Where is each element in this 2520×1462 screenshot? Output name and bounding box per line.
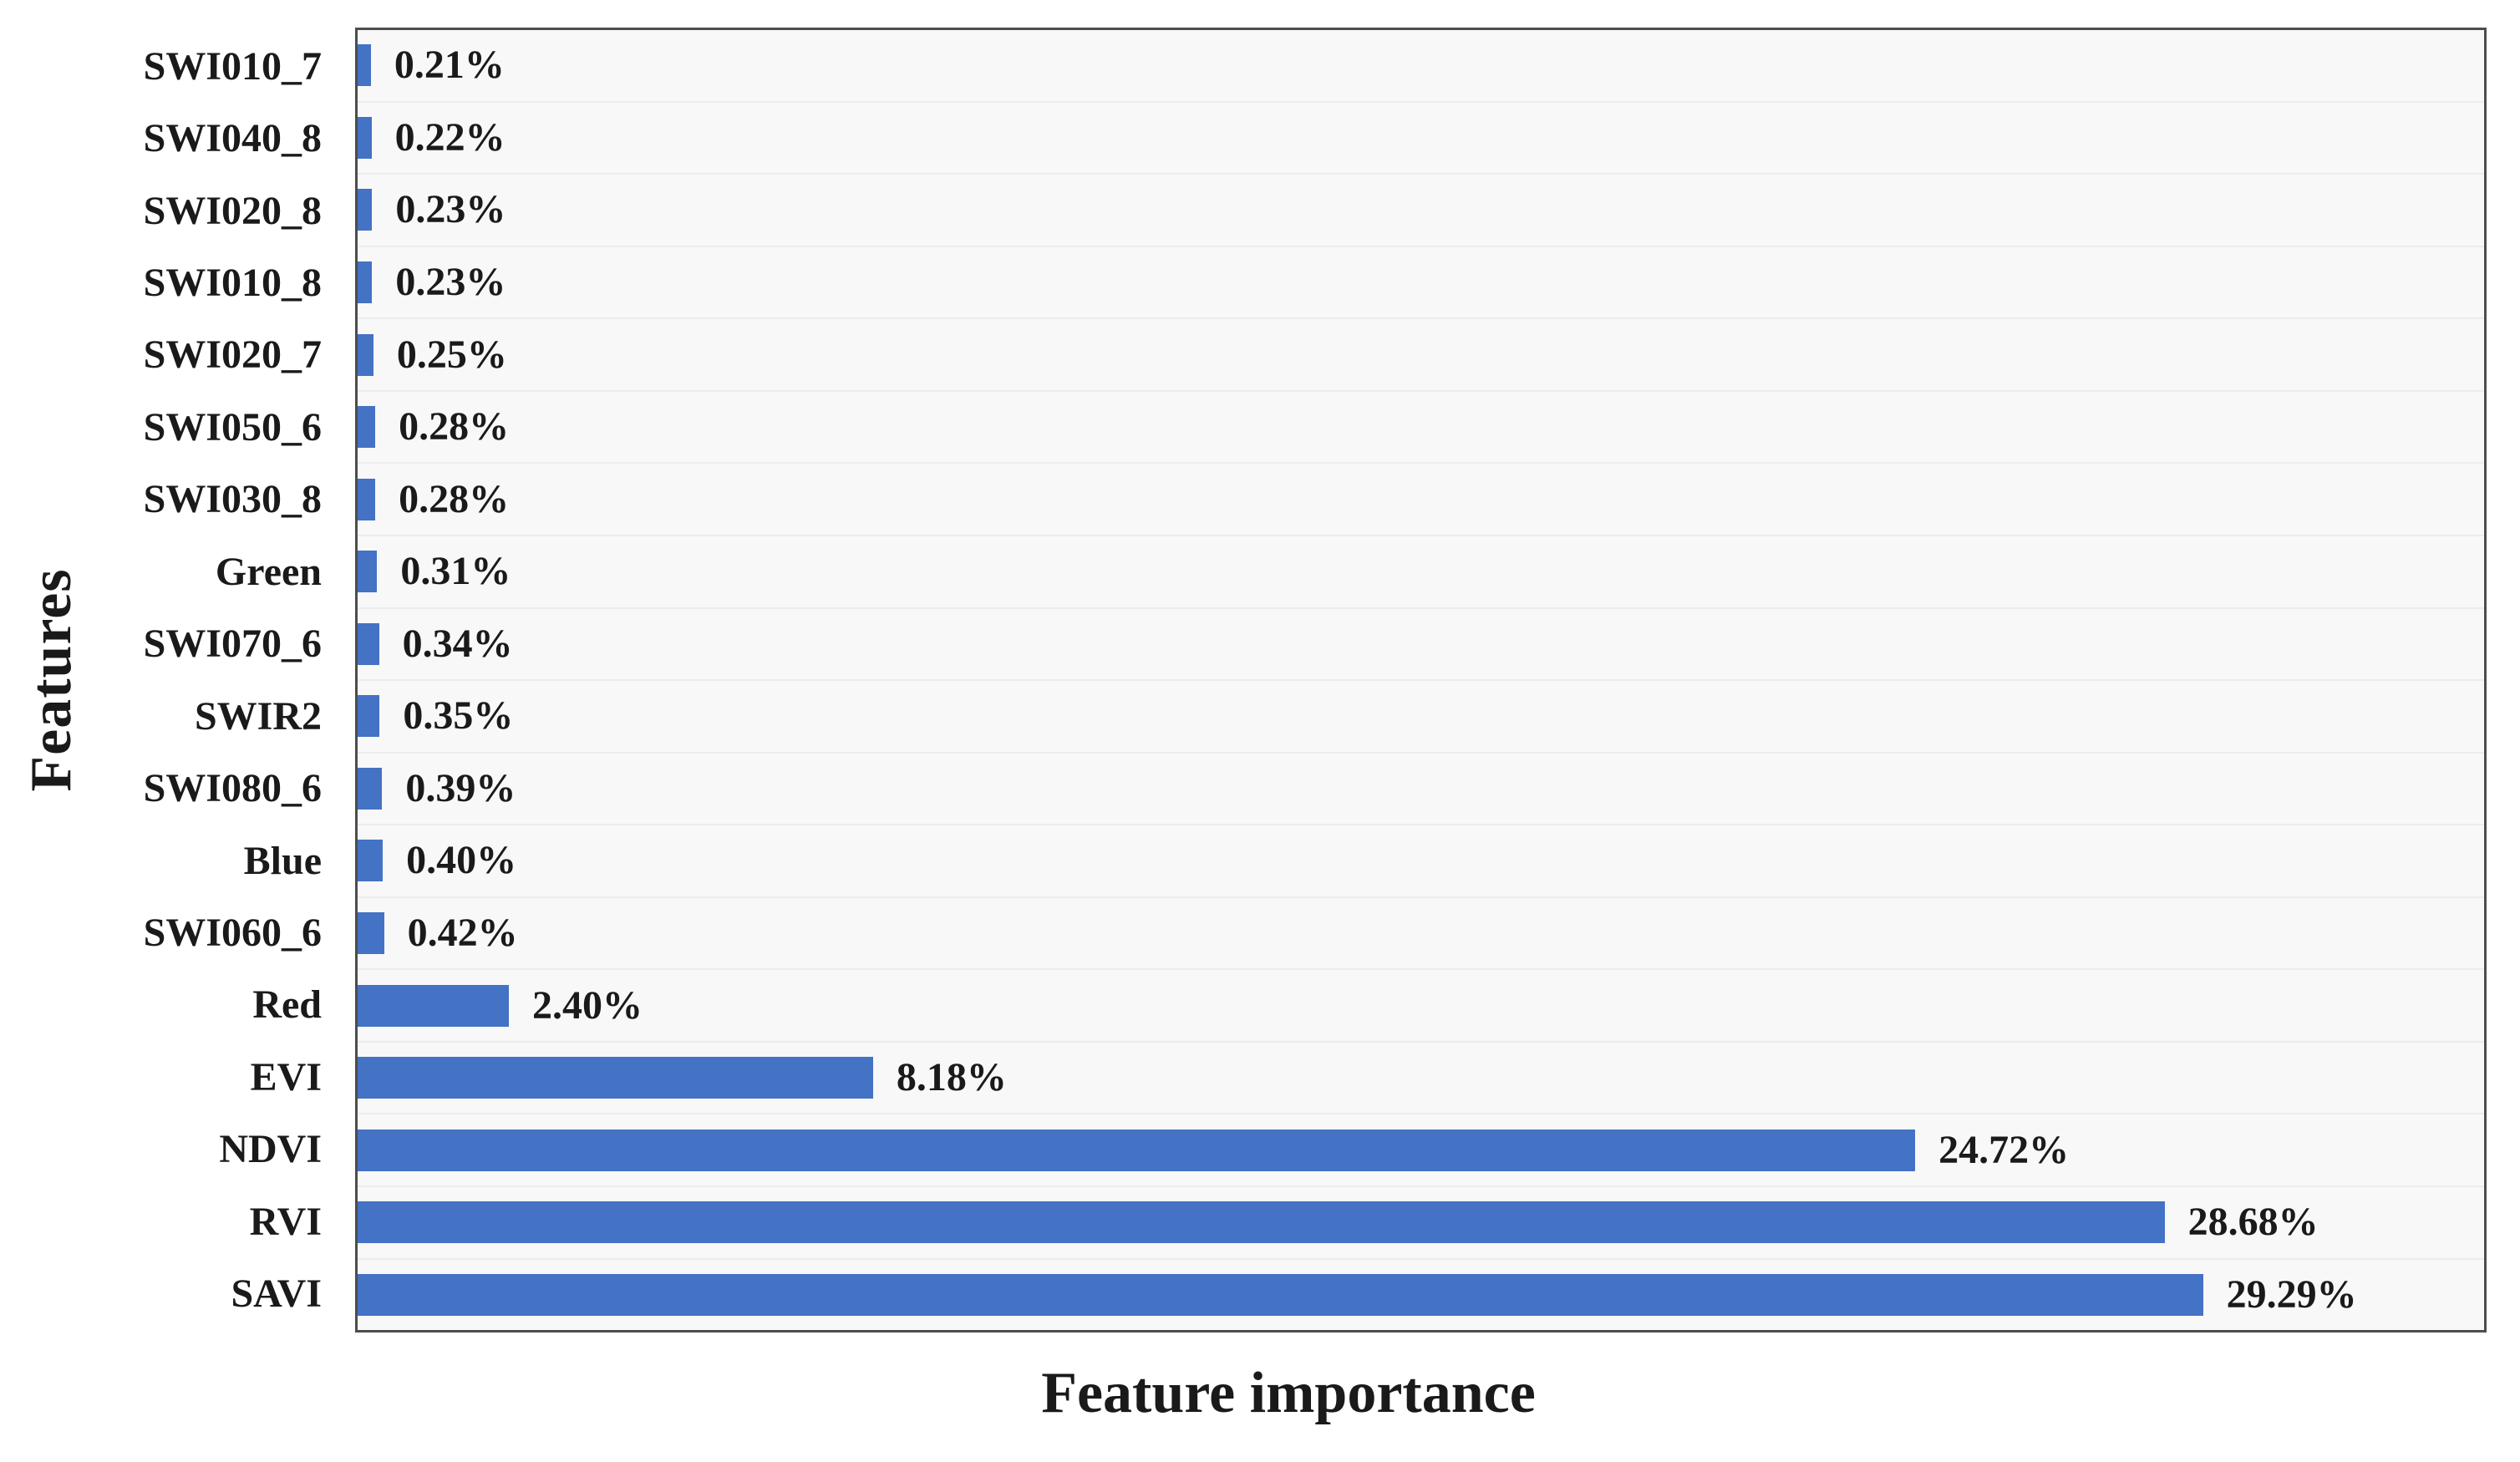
category-label: Green [215, 549, 322, 594]
bar [358, 551, 378, 593]
bar [358, 1129, 1916, 1171]
value-label: 0.42% [407, 911, 518, 956]
value-label: 0.28% [399, 476, 510, 521]
category-label: Red [252, 982, 322, 1028]
value-label: 0.39% [405, 765, 516, 810]
chart-row: 29.29% [358, 1260, 2484, 1331]
value-label: 0.40% [406, 838, 517, 883]
category-label: SWI080_6 [143, 766, 322, 811]
category-label: SWI020_7 [143, 333, 322, 378]
chart-row: 0.39% [358, 754, 2484, 826]
category-label: SWIR2 [194, 693, 322, 739]
value-label: 0.31% [400, 549, 511, 594]
chart-row: 0.31% [358, 536, 2484, 609]
bar [358, 912, 384, 955]
category-label: SWI030_8 [143, 477, 322, 522]
bar [358, 767, 383, 810]
bar [358, 44, 371, 87]
bar [358, 695, 380, 738]
value-label: 0.22% [394, 114, 506, 160]
value-label: 0.23% [395, 259, 506, 304]
value-label: 0.23% [395, 187, 506, 232]
chart-row: 0.40% [358, 825, 2484, 898]
value-label: 2.40% [531, 982, 643, 1028]
value-label: 0.34% [402, 621, 513, 666]
chart-row: 0.42% [358, 898, 2484, 971]
category-label: SWI040_8 [143, 116, 322, 161]
chart-row: 0.23% [358, 175, 2484, 247]
chart-row: 0.34% [358, 609, 2484, 682]
bar [358, 478, 376, 520]
category-label: SWI010_7 [143, 43, 322, 89]
value-label: 24.72% [1938, 1127, 2070, 1172]
category-label: RVI [249, 1199, 322, 1244]
category-label: SAVI [231, 1272, 322, 1317]
bar [358, 622, 379, 665]
chart-row: 0.23% [358, 247, 2484, 320]
value-label: 29.29% [2226, 1272, 2357, 1317]
category-label: SWI020_8 [143, 188, 322, 233]
chart-row: 24.72% [358, 1114, 2484, 1187]
chart-row: 0.22% [358, 103, 2484, 175]
bar [358, 406, 376, 449]
bar [358, 261, 373, 303]
value-label: 0.21% [394, 43, 505, 88]
bar [358, 840, 384, 882]
bar [358, 984, 509, 1027]
category-label: SWI050_6 [143, 404, 322, 449]
category-axis: SWI010_7 SWI040_8 SWI020_8 SWI010_8 SWI020_7… [0, 30, 322, 1330]
value-label: 8.18% [896, 1055, 1007, 1100]
bar [358, 116, 372, 159]
bar [358, 1201, 2165, 1244]
chart-row: 0.35% [358, 681, 2484, 754]
value-label: 28.68% [2187, 1200, 2319, 1245]
category-label: EVI [250, 1054, 322, 1099]
chart-row: 8.18% [358, 1043, 2484, 1115]
bar [358, 189, 373, 231]
value-label: 0.35% [403, 693, 514, 739]
category-label: NDVI [219, 1127, 322, 1172]
category-label: SWI010_8 [143, 261, 322, 306]
bar [358, 333, 373, 376]
chart-row: 0.25% [358, 319, 2484, 392]
chart-row: 0.28% [358, 464, 2484, 536]
value-label: 0.28% [399, 404, 510, 449]
chart-row: 0.21% [358, 30, 2484, 103]
chart-row: 2.40% [358, 970, 2484, 1043]
category-label: SWI070_6 [143, 622, 322, 667]
category-label: SWI060_6 [143, 910, 322, 955]
plot-area: 0.21% 0.22% 0.23% 0.23% 0.25% 0.28% 0.28% 0.31%… [355, 28, 2487, 1333]
chart-row: 28.68% [358, 1187, 2484, 1260]
category-label: Blue [243, 838, 322, 883]
bar [358, 1273, 2203, 1316]
bar [358, 1057, 873, 1099]
value-label: 0.25% [396, 332, 507, 377]
chart-row: 0.28% [358, 392, 2484, 464]
x-axis-label: Feature importance [1041, 1361, 1536, 1425]
